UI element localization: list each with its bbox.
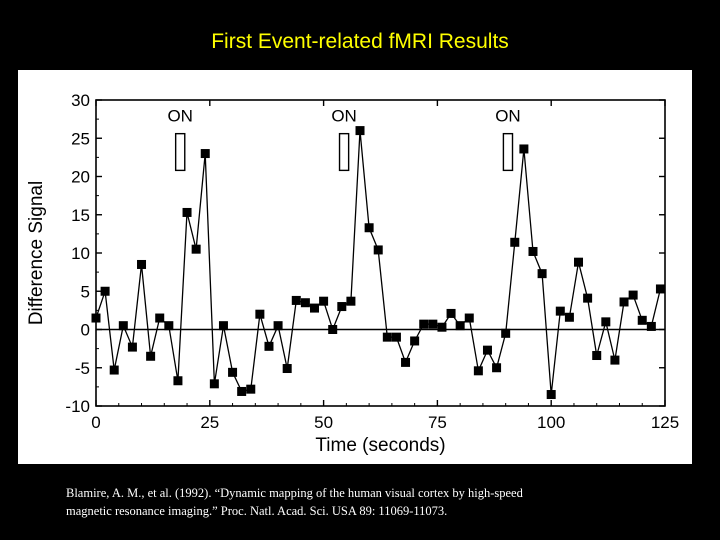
data-point — [218, 321, 228, 331]
data-point — [382, 332, 392, 342]
x-tick-label: 125 — [651, 413, 679, 432]
data-point — [364, 223, 374, 233]
data-point — [410, 336, 420, 346]
data-point — [319, 296, 329, 306]
stimulus-label: ON — [167, 106, 193, 125]
data-point — [492, 363, 502, 373]
data-point — [291, 295, 301, 305]
data-point — [282, 364, 292, 374]
data-point — [519, 144, 529, 154]
data-point — [501, 328, 511, 338]
data-point — [300, 298, 310, 308]
stimulus-bar — [174, 132, 186, 172]
data-point — [619, 297, 629, 307]
data-point — [309, 303, 319, 313]
data-point — [437, 322, 447, 332]
data-point — [118, 321, 128, 331]
y-tick-label: -10 — [65, 397, 90, 416]
data-point — [355, 126, 365, 136]
data-point — [537, 269, 547, 279]
data-point — [237, 386, 247, 396]
citation: Blamire, A. M., et al. (1992). “Dynamic … — [66, 484, 686, 520]
data-point — [546, 390, 556, 400]
data-point — [528, 246, 538, 256]
data-point — [473, 366, 483, 376]
x-tick-label: 50 — [314, 413, 333, 432]
data-point — [155, 313, 165, 323]
data-point — [610, 355, 620, 365]
data-point — [601, 317, 611, 327]
data-point — [482, 345, 492, 355]
data-point — [209, 379, 219, 389]
data-point — [574, 257, 584, 267]
data-point — [510, 237, 520, 247]
data-point — [592, 351, 602, 361]
chart-panel: ON ON ON 30 25 20 15 10 5 0 -5 -10 0 25 50 75 100 125 Tim… — [18, 70, 692, 464]
data-point — [191, 244, 201, 254]
slide-title: First Event-related fMRI Results — [211, 30, 509, 53]
data-point — [337, 302, 347, 312]
data-point — [273, 321, 283, 331]
stimulus-bar — [502, 132, 514, 172]
y-axis-label: Difference Signal — [26, 181, 47, 325]
stimulus-label: ON — [331, 106, 357, 125]
data-point — [200, 149, 210, 159]
data-point — [328, 325, 338, 334]
y-tick-label: 30 — [71, 91, 90, 110]
x-tick-label: 25 — [200, 413, 219, 432]
data-point — [564, 312, 574, 322]
y-tick-label: 15 — [71, 206, 90, 225]
y-tick-label: 5 — [81, 282, 90, 301]
data-point — [109, 365, 119, 375]
data-point — [455, 321, 465, 331]
y-tick-label: -5 — [75, 359, 90, 378]
data-point — [428, 319, 438, 329]
data-point — [628, 290, 638, 300]
data-point — [228, 367, 238, 377]
data-point — [446, 308, 456, 318]
data-point — [401, 357, 411, 367]
x-tick-label: 75 — [428, 413, 447, 432]
x-tick-label: 100 — [537, 413, 565, 432]
stimulus-bar — [338, 132, 350, 172]
data-point — [391, 332, 401, 342]
data-point — [346, 296, 356, 306]
data-point — [555, 306, 565, 316]
x-axis-label: Time (seconds) — [315, 435, 445, 456]
data-point — [419, 319, 429, 329]
data-point — [127, 342, 137, 352]
data-point — [255, 309, 265, 319]
stimulus-label: ON — [495, 106, 521, 125]
data-point — [146, 351, 156, 361]
data-point — [655, 284, 665, 294]
y-tick-label: 20 — [71, 168, 90, 187]
data-point — [173, 376, 183, 386]
data-point — [182, 207, 192, 217]
data-point — [646, 321, 656, 331]
y-tick-label: 25 — [71, 129, 90, 148]
citation-line-1: Blamire, A. M., et al. (1992). “Dynamic … — [66, 486, 523, 500]
data-point — [91, 313, 101, 323]
data-point — [637, 315, 647, 325]
data-point — [464, 313, 474, 323]
y-tick-label: 0 — [81, 321, 90, 340]
data-point — [373, 245, 383, 255]
data-point — [137, 259, 147, 269]
x-tick-label: 0 — [91, 413, 100, 432]
data-point — [164, 321, 174, 331]
y-tick-label: 10 — [71, 244, 90, 263]
data-point — [100, 286, 110, 296]
data-point — [583, 293, 593, 303]
citation-line-2: magnetic resonance imaging.” Proc. Natl.… — [66, 504, 448, 518]
data-point — [264, 341, 274, 351]
data-point — [246, 384, 256, 394]
